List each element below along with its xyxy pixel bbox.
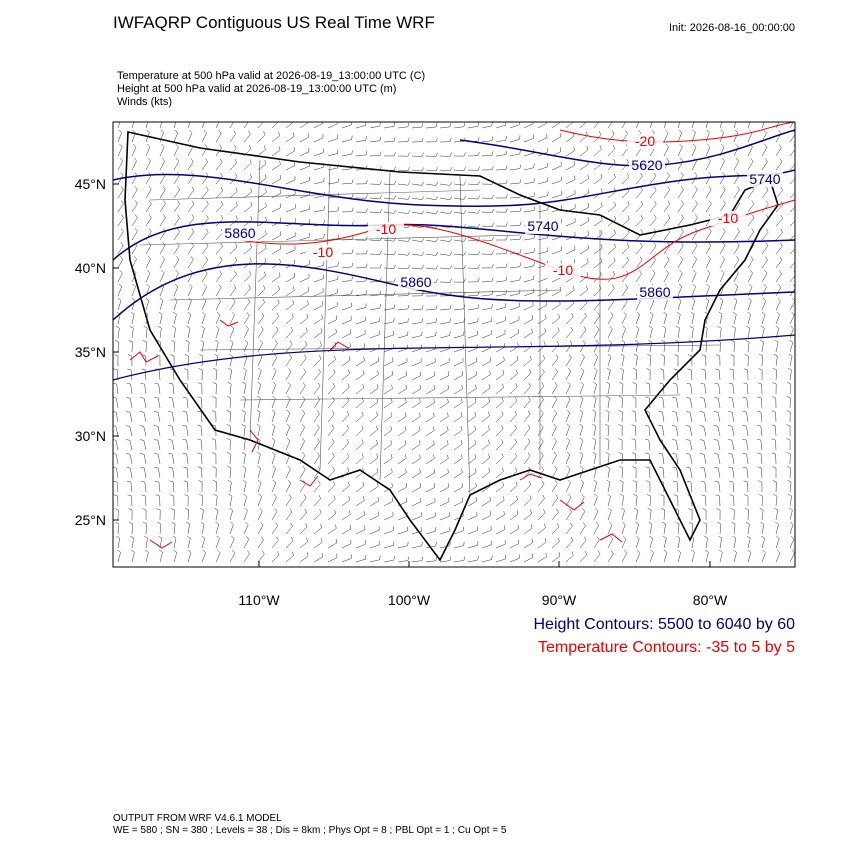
contour-label-box	[747, 172, 783, 187]
contour-label: 5620	[631, 157, 662, 173]
contour-label: 5860	[400, 274, 431, 290]
contour-label: 5860	[224, 225, 255, 241]
legend-temperature: Temperature Contours: -35 to 5 by 5	[538, 639, 795, 656]
contour-label-box	[710, 211, 746, 226]
contour-label: -10	[718, 210, 738, 226]
contour-label: 5860	[639, 284, 670, 300]
contour-label: -10	[376, 221, 396, 237]
contour-label-box	[627, 134, 663, 149]
contour-label-box	[545, 263, 581, 278]
contour-label: -10	[553, 262, 573, 278]
legend-height: Height Contours: 5500 to 6040 by 60	[533, 616, 795, 633]
lon-label: 110°W	[238, 592, 280, 608]
title: IWFAQRP Contiguous US Real Time WRF	[113, 13, 435, 32]
contour-label-box	[305, 245, 341, 260]
lat-label: 45°N	[75, 176, 106, 192]
temperature-contour	[129, 319, 623, 549]
lat-label: 35°N	[75, 344, 106, 360]
contour-label-box	[525, 219, 561, 234]
contour-label-box	[222, 226, 258, 241]
footer: OUTPUT FROM WRF V4.6.1 MODEL	[113, 813, 282, 824]
map-frame	[112, 121, 796, 568]
contour-label: -10	[313, 244, 333, 260]
footer: WE = 580 ; SN = 380 ; Levels = 38 ; Dis …	[113, 825, 507, 836]
subtitle: Temperature at 500 hPa valid at 2026-08-…	[117, 70, 425, 82]
height-contour	[113, 334, 795, 381]
axis-ticks: 45°N 40°N 35°N 30°N 25°N 110°W 100°W 90°W 80°W	[75, 176, 728, 608]
contour-label: 5740	[527, 218, 558, 234]
temperature-contour	[559, 122, 795, 143]
contour-label-box	[398, 275, 434, 290]
init-time: Init: 2026-08-16_00:00:00	[669, 22, 795, 34]
contour-label-box	[629, 158, 665, 173]
lat-label: 30°N	[75, 428, 106, 444]
height-contour	[113, 169, 795, 208]
subtitle: Winds (kts)	[117, 96, 172, 108]
lon-label: 100°W	[388, 592, 431, 608]
subtitle: Height at 500 hPa valid at 2026-08-19_13…	[117, 83, 396, 95]
contour-label-box	[637, 285, 673, 300]
contour-label-box	[368, 222, 404, 237]
lat-label: 40°N	[75, 260, 106, 276]
map-area: -20 5620 5740 -10 -10 5740 5860 -10 -10 5860 5860	[113, 122, 795, 563]
us-outline	[124, 131, 779, 562]
contour-label: 5740	[749, 171, 780, 187]
lon-label: 80°W	[693, 592, 728, 608]
lon-label: 90°W	[542, 592, 577, 608]
lat-label: 25°N	[75, 512, 106, 528]
contour-label: -20	[635, 133, 655, 149]
contour-labels: -20 5620 5740 -10 -10 5740 5860 -10 -10 5860 5860	[222, 133, 783, 300]
